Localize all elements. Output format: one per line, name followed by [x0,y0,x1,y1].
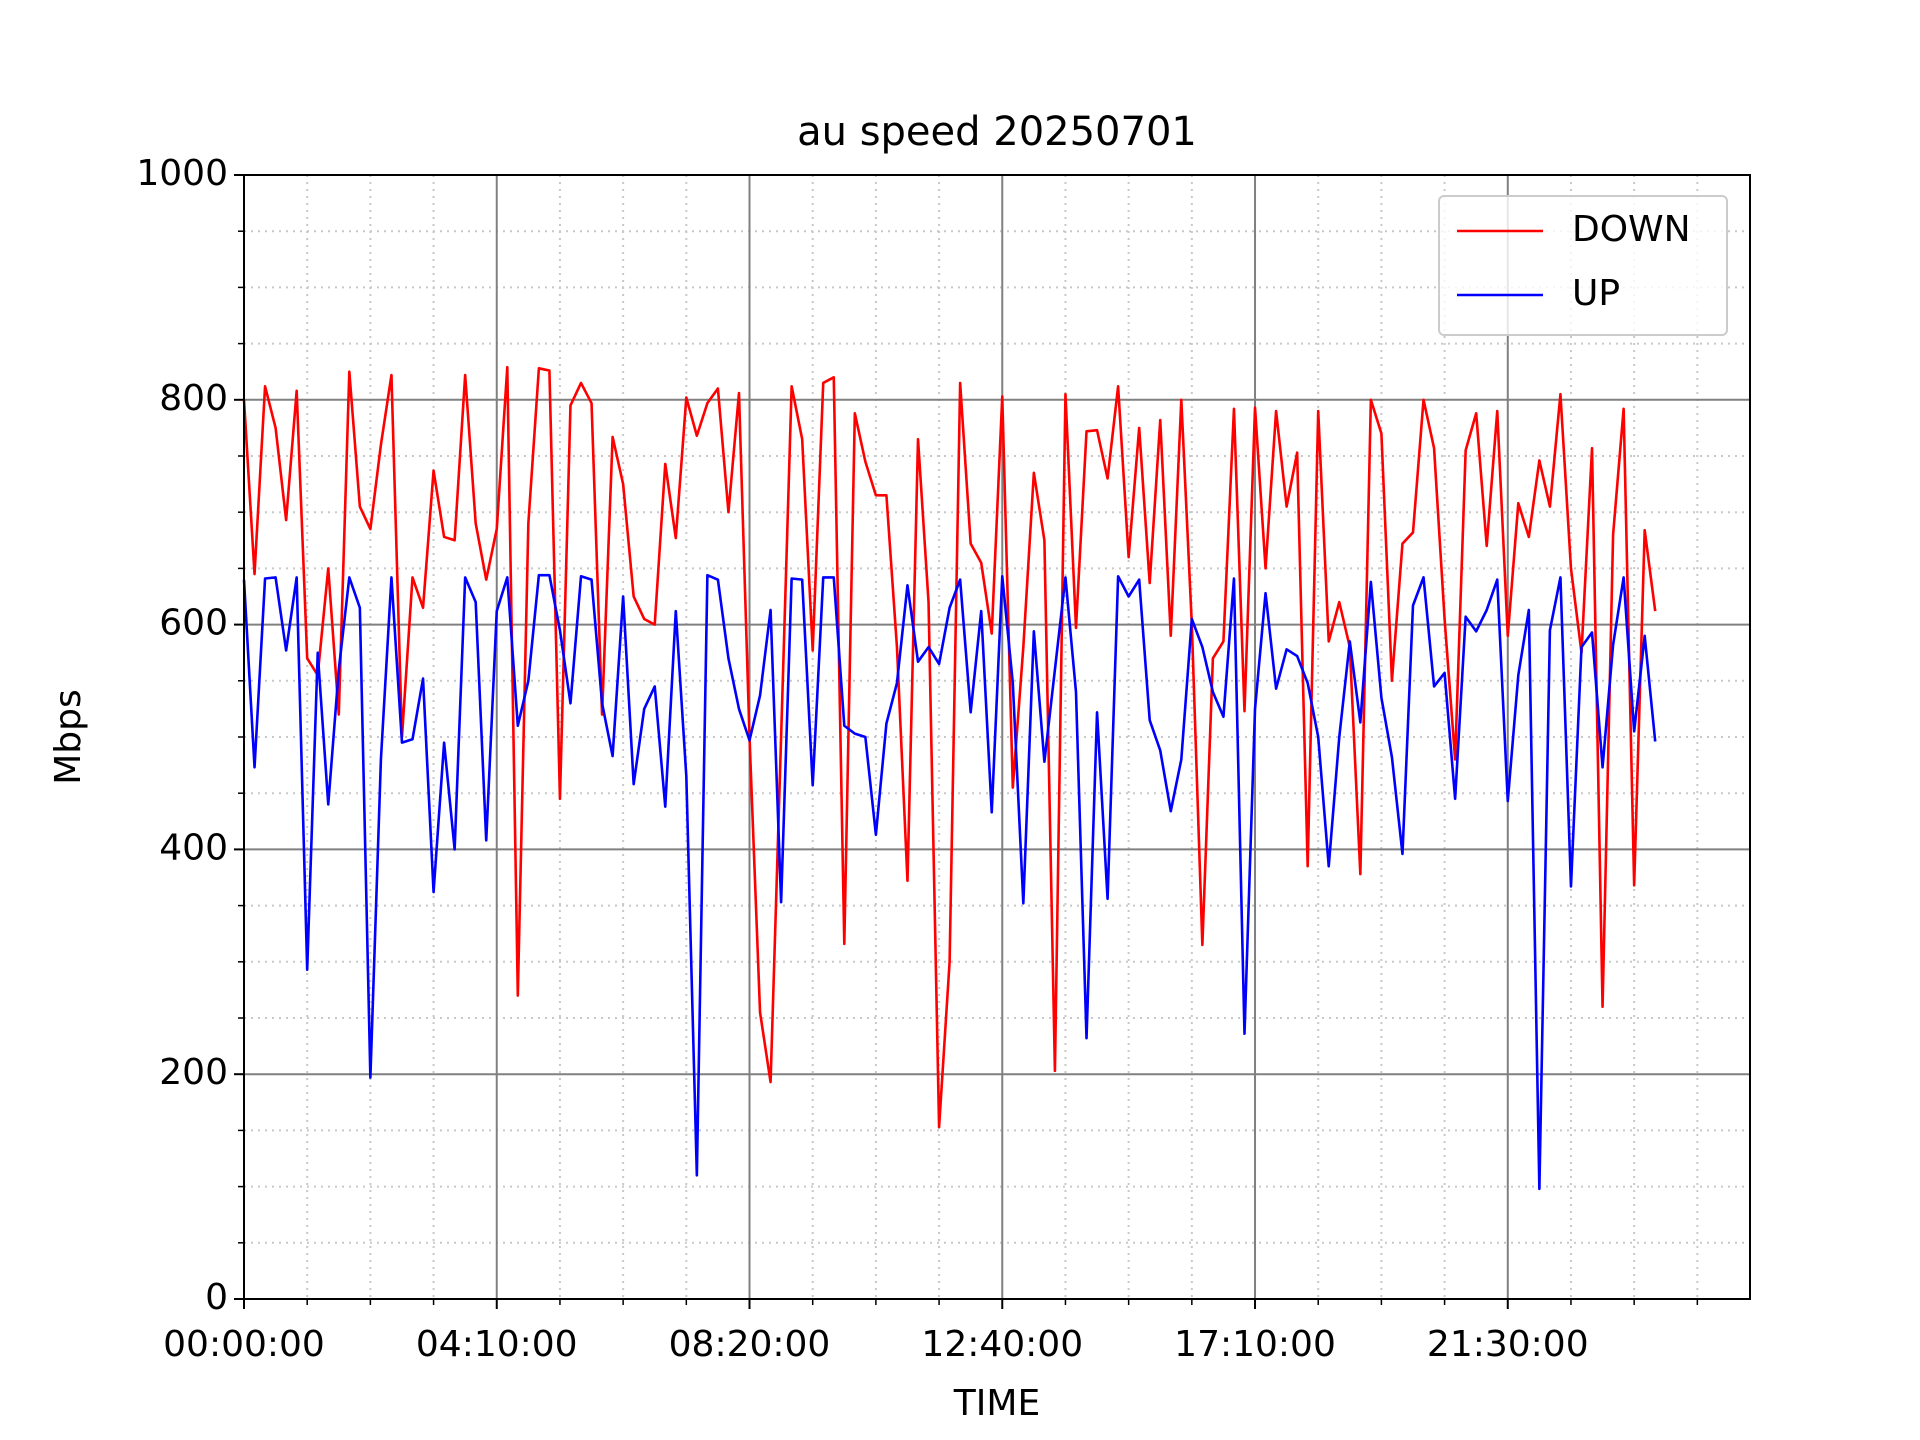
y-tick-label: 1000 [136,153,228,194]
y-tick-label: 400 [159,827,228,868]
legend-label: DOWN [1572,209,1691,250]
x-tick-label: 12:40:00 [921,1324,1083,1365]
data-line [242,573,1657,1191]
y-tick-label: 0 [205,1277,228,1318]
y-axis-label: Mbps [48,689,89,785]
x-tick-label: 17:10:00 [1174,1324,1336,1365]
y-tick-label: 600 [159,603,228,644]
chart-title: au speed 20250701 [797,109,1197,155]
y-tick-label: 800 [159,378,228,419]
data-line [242,365,1657,1129]
x-axis-label: TIME [953,1383,1040,1424]
y-tick-label: 200 [159,1052,228,1093]
legend-label: UP [1572,273,1620,314]
plot-frame [243,174,1751,1300]
x-tick-label: 21:30:00 [1427,1324,1589,1365]
x-tick-label: 00:00:00 [163,1324,325,1365]
x-tick-label: 08:20:00 [669,1324,831,1365]
x-tick-label: 04:10:00 [416,1324,578,1365]
